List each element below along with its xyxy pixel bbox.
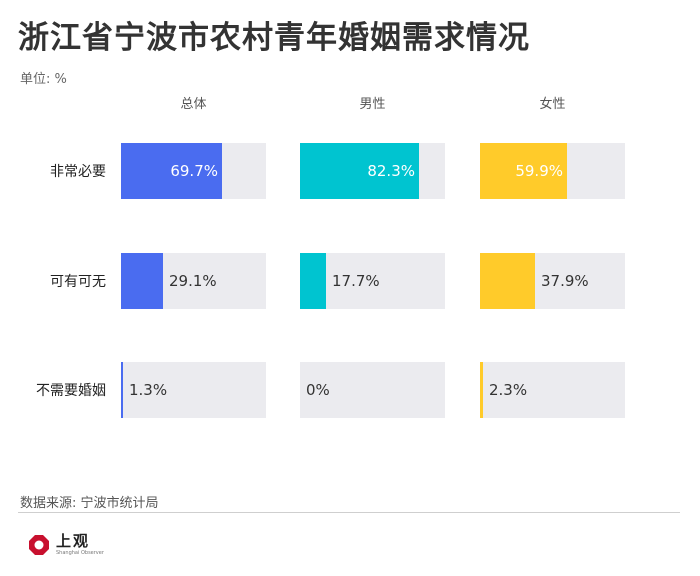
bar-track: 37.9% [480,253,625,309]
bar [480,143,567,199]
bar-track: 1.3% [121,362,266,418]
bar-track: 82.3% [300,143,445,199]
bar-track: 69.7% [121,143,266,199]
divider [18,512,680,513]
data-label: 0% [306,381,330,399]
data-label: 1.3% [129,381,168,399]
data-label: 82.3% [367,162,415,180]
shanghai-observer-logo-icon [29,535,49,555]
bar [480,253,535,309]
data-label: 29.1% [169,272,217,290]
unit-label: 单位: % [20,72,67,87]
column-header-2: 男性 [359,97,386,112]
bar-track: 59.9% [480,143,625,199]
chart-title: 浙江省宁波市农村青年婚姻需求情况 [18,20,530,56]
logo-subtext: Shanghai Observer [56,550,104,556]
data-label: 2.3% [489,381,528,399]
category-label-2: 可有可无 [50,274,106,290]
bar [121,362,123,418]
bar [480,362,483,418]
data-label: 37.9% [541,272,589,290]
column-header-3: 女性 [539,97,566,112]
bar [300,253,326,309]
bar [121,253,163,309]
bar-track: 0% [300,362,445,418]
data-label: 59.9% [515,162,563,180]
bar [300,143,419,199]
data-label: 17.7% [332,272,380,290]
logo: 上观 Shanghai Observer [28,530,128,566]
logo-text: 上观 [56,532,91,550]
source-note: 数据来源: 宁波市统计局 [20,496,159,511]
bar-track: 17.7% [300,253,445,309]
bar-track: 2.3% [480,362,625,418]
category-label-3: 不需要婚姻 [36,383,106,399]
data-label: 69.7% [170,162,218,180]
column-header-1: 总体 [180,97,207,112]
bar-track: 29.1% [121,253,266,309]
category-label-1: 非常必要 [50,164,106,180]
bar [121,143,222,199]
